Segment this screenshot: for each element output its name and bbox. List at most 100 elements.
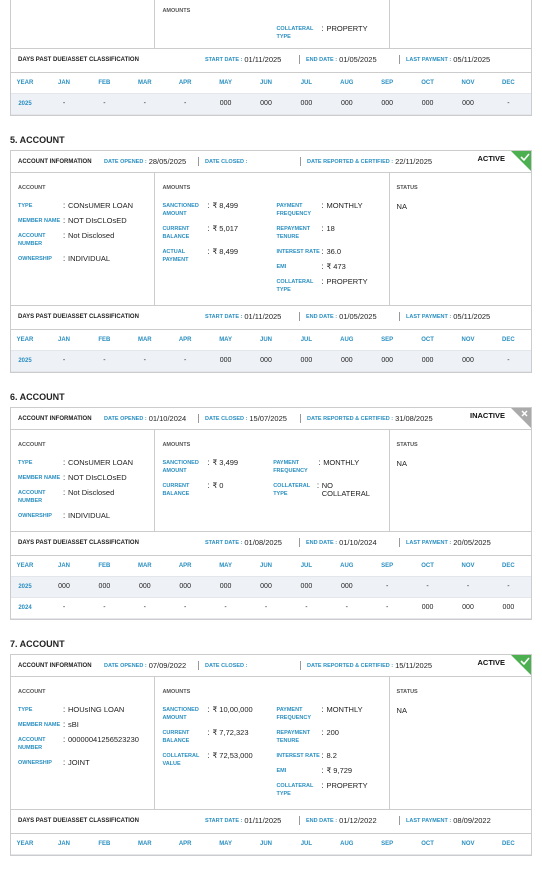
field-value: Not Disclosed (68, 231, 115, 240)
year-header: YEAR (16, 563, 34, 569)
dpd-value: 000 (58, 583, 70, 590)
header-title: DAYS PAST DUE/ASSET CLASSIFICATION (18, 817, 139, 824)
header-label: DATE REPORTED & CERTIFIED : (307, 158, 394, 165)
header-value: 01/10/2024 (339, 538, 377, 547)
separator: : (63, 201, 66, 210)
amounts-column: AMOUNTS SANCTIONED AMOUNT: ₹ 10,00,000 CURR… (155, 677, 390, 809)
dpd-value: 000 (502, 604, 515, 611)
field-value: INDIVIDUAL (68, 511, 111, 520)
field-value: ₹ 473 (326, 262, 346, 271)
field-label: REPAYMENT TENURE (276, 730, 311, 744)
dpd-value: - (62, 604, 66, 611)
amounts-right: PAYMENT FREQUENCY: MONTHLY REPAYMENT TENUR… (276, 202, 367, 301)
separator: : (63, 488, 66, 497)
cross-icon (521, 410, 528, 417)
header-label: DATE REPORTED & CERTIFIED : (307, 415, 394, 422)
header-item: DAYS PAST DUE/ASSET CLASSIFICATION (18, 810, 139, 831)
column-heading: ACCOUNT (18, 689, 46, 695)
month-header: NOV (461, 841, 475, 847)
month-header: JUL (300, 337, 313, 343)
amounts-column: AMOUNTS SANCTIONED AMOUNT: ₹ 8,499 CURRENT … (155, 173, 390, 305)
field: COLLATERAL VALUE: ₹ 72,53,000 (162, 752, 276, 768)
field-value: ₹ 3,499 (212, 458, 239, 467)
field: COLLATERAL TYPE: NO COLLATERAL (273, 482, 381, 498)
month-header-row: YEAR JAN FEB MAR APR MAY JUN JUL AUG SEP OCT NOV DEC (11, 834, 531, 855)
dpd-value: - (184, 357, 187, 364)
year-header: YEAR (16, 841, 34, 847)
amounts-right: COLLATERAL TYPE: PROPERTY (276, 25, 367, 48)
month-header: DEC (502, 80, 515, 86)
field-value: NOT DIsCLOsED (68, 473, 127, 482)
field-label: COLLATERAL VALUE (162, 753, 200, 767)
field: MEMBER NAME: NOT DIsCLOsED (18, 217, 147, 225)
field-label: MEMBER NAME (18, 475, 61, 481)
field: PAYMENT FREQUENCY: MONTHLY (276, 706, 367, 722)
month-header: FEB (98, 841, 111, 847)
header-label: END DATE : (306, 313, 338, 320)
dpd-header: DAYS PAST DUE/ASSET CLASSIFICATION START … (11, 49, 531, 73)
dpd-value: 000 (462, 357, 474, 364)
header-item: END DATE :01/10/2024 (299, 538, 377, 547)
header-item: LAST PAYMENT :08/09/2022 (399, 816, 491, 825)
separator: : (321, 751, 324, 760)
header-label: DATE CLOSED : (205, 662, 248, 669)
separator: : (321, 728, 324, 737)
separator: : (207, 481, 210, 490)
header-item: ACCOUNT INFORMATION (18, 655, 92, 676)
separator: : (207, 705, 210, 714)
month-header: AUG (340, 337, 354, 343)
separator: : (321, 705, 324, 714)
field: EMI: ₹ 9,729 (276, 767, 367, 775)
month-header: MAR (137, 80, 152, 86)
header-item: DATE REPORTED & CERTIFIED :31/08/2025 (300, 414, 433, 423)
field-label: SANCTIONED AMOUNT (162, 707, 199, 721)
header-value: 01/11/2025 (244, 816, 282, 825)
field: COLLATERAL TYPE: PROPERTY (276, 25, 367, 41)
separator: : (207, 751, 210, 760)
header-label: DATE REPORTED & CERTIFIED : (307, 662, 394, 669)
header-label: START DATE : (205, 539, 243, 546)
field-value: Not Disclosed (68, 488, 115, 497)
month-header: FEB (98, 80, 111, 86)
account-box: AMOUNTS COLLATERAL TYPE: PROPERTY DAYS PAST… (10, 0, 532, 116)
field-label: SANCTIONED AMOUNT (162, 203, 199, 217)
dpd-value: - (264, 604, 268, 611)
header-title: ACCOUNT INFORMATION (18, 158, 92, 165)
amounts-grid: SANCTIONED AMOUNT: ₹ 8,499 CURRENT BALANCE… (162, 202, 381, 301)
field: OWNERSHIP: JOINT (18, 759, 147, 767)
field: ACCOUNT NUMBER:00000041256523230 (18, 736, 147, 752)
history-year: 2025 (18, 358, 32, 364)
header-title: DAYS PAST DUE/ASSET CLASSIFICATION (18, 56, 139, 63)
account-info-header: ACCOUNT INFORMATION DATE OPENED :28/05/20… (11, 151, 531, 173)
header-label: DATE OPENED : (104, 662, 147, 669)
field-label: CURRENT BALANCE (162, 226, 190, 240)
header-label: LAST PAYMENT : (406, 539, 452, 546)
separator: : (207, 201, 210, 210)
account-column: ACCOUNT TYPE: HOUsING LOAN MEMBER NAME: sBI A… (11, 677, 156, 809)
separator: : (63, 720, 66, 729)
header-label: END DATE : (306, 56, 338, 63)
field-label: OWNERSHIP (18, 760, 52, 766)
month-header: DEC (502, 563, 515, 569)
dpd-value: - (143, 357, 146, 364)
field-value: 8.2 (326, 751, 337, 760)
field-value: ₹ 72,53,000 (212, 751, 253, 760)
month-header: JUN (259, 563, 272, 569)
amounts-left (162, 25, 276, 48)
dpd-value: - (305, 604, 308, 611)
header-value: 07/09/2022 (148, 661, 187, 670)
history-row: 2024 - - - - - - - - - 000 000 000 (11, 598, 531, 619)
field-value: CONsUMER LOAN (68, 201, 134, 210)
header-value: 05/11/2025 (453, 55, 491, 64)
dpd-header: DAYS PAST DUE/ASSET CLASSIFICATION START … (11, 810, 531, 834)
header-value: 01/08/2025 (244, 538, 282, 547)
field-value: NOT DIsCLOsED (68, 216, 127, 225)
separator: : (321, 24, 324, 33)
field: REPAYMENT TENURE:200 (276, 729, 367, 745)
header-item: DATE CLOSED :15/07/2025 (198, 414, 287, 423)
separator: : (63, 473, 66, 482)
header-item: DATE REPORTED & CERTIFIED :22/11/2025 (300, 157, 432, 166)
separator: : (207, 247, 210, 256)
month-header: FEB (98, 337, 111, 343)
header-item: DATE REPORTED & CERTIFIED :15/11/2025 (300, 661, 432, 670)
